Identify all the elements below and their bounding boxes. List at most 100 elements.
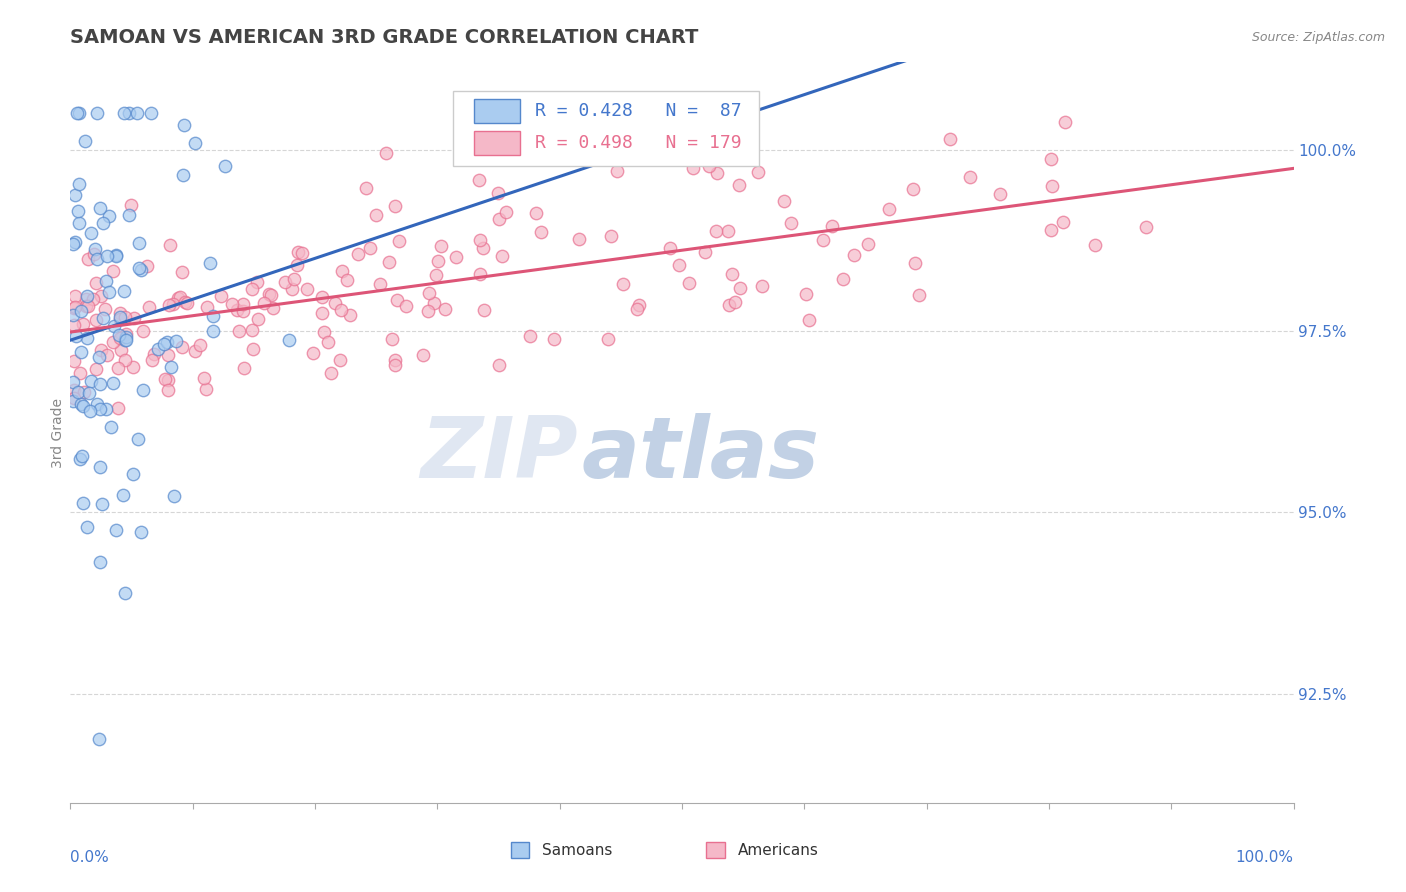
Point [142, 347, 165, 361]
Point [118, 106, 141, 120]
Text: atlas: atlas [582, 413, 820, 496]
Point [184, 136, 207, 150]
Point [209, 289, 232, 303]
Point [96, 348, 118, 362]
Point [260, 288, 283, 302]
Point [96, 274, 118, 288]
Point [721, 267, 744, 281]
Point [381, 332, 404, 346]
Point [79, 403, 101, 417]
Point [228, 324, 250, 338]
Point [232, 304, 254, 318]
Point [242, 282, 264, 296]
Point [314, 325, 336, 339]
Point [153, 372, 176, 386]
Point [467, 173, 489, 187]
Point [173, 119, 195, 133]
Point [122, 467, 145, 481]
Point [159, 237, 181, 252]
Point [253, 296, 276, 310]
Point [90, 289, 112, 303]
Point [84, 276, 107, 290]
Text: SAMOAN VS AMERICAN 3RD GRADE CORRELATION CHART: SAMOAN VS AMERICAN 3RD GRADE CORRELATION… [70, 28, 699, 47]
Point [232, 297, 254, 311]
Point [107, 327, 129, 342]
Point [488, 358, 510, 372]
Point [335, 273, 357, 287]
Point [94, 302, 117, 317]
Point [62, 375, 84, 389]
Point [73, 385, 96, 400]
Point [62, 308, 84, 322]
Point [302, 345, 325, 359]
Point [434, 301, 457, 316]
Point [159, 360, 181, 375]
Point [62, 393, 84, 408]
Point [72, 399, 94, 413]
Text: Source: ZipAtlas.com: Source: ZipAtlas.com [1251, 31, 1385, 45]
Point [628, 298, 651, 312]
Point [232, 360, 254, 375]
Point [844, 248, 866, 262]
Point [77, 252, 100, 266]
Point [359, 241, 381, 255]
Point [247, 312, 270, 326]
Text: 100.0%: 100.0% [1236, 850, 1294, 865]
Point [724, 295, 747, 310]
Point [114, 334, 136, 348]
Point [128, 235, 150, 250]
Point [682, 161, 704, 175]
Point [321, 367, 343, 381]
Point [86, 252, 108, 267]
Point [121, 198, 143, 212]
Point [695, 244, 717, 259]
Point [70, 397, 93, 411]
Point [108, 306, 131, 320]
Point [69, 451, 91, 466]
Point [65, 329, 87, 343]
Point [678, 276, 700, 290]
Point [84, 361, 107, 376]
Point [1040, 152, 1063, 166]
Point [84, 312, 107, 326]
Point [111, 330, 134, 344]
Point [242, 323, 264, 337]
Point [169, 290, 191, 304]
Point [524, 206, 547, 220]
Point [66, 106, 89, 120]
Point [67, 384, 90, 399]
Point [89, 201, 111, 215]
Point [384, 353, 406, 368]
Point [127, 432, 149, 446]
Point [908, 288, 931, 302]
Point [87, 350, 110, 364]
Point [76, 299, 98, 313]
Point [104, 248, 127, 262]
Point [89, 402, 111, 417]
Point [495, 205, 517, 219]
Point [75, 292, 97, 306]
Point [112, 106, 135, 120]
Point [80, 226, 103, 240]
Point [138, 301, 160, 315]
Point [959, 170, 981, 185]
Point [86, 106, 108, 120]
Point [599, 228, 621, 243]
Point [176, 296, 198, 310]
Point [378, 254, 401, 268]
Point [108, 331, 131, 345]
Point [83, 247, 105, 261]
Point [486, 186, 509, 200]
Point [122, 311, 145, 326]
Point [89, 555, 111, 569]
Point [246, 275, 269, 289]
Point [131, 263, 153, 277]
Point [423, 296, 446, 310]
Point [444, 250, 467, 264]
Bar [510, 842, 530, 858]
Point [112, 488, 135, 502]
Point [717, 224, 740, 238]
Point [904, 255, 927, 269]
Point [122, 360, 145, 375]
Point [797, 313, 820, 327]
